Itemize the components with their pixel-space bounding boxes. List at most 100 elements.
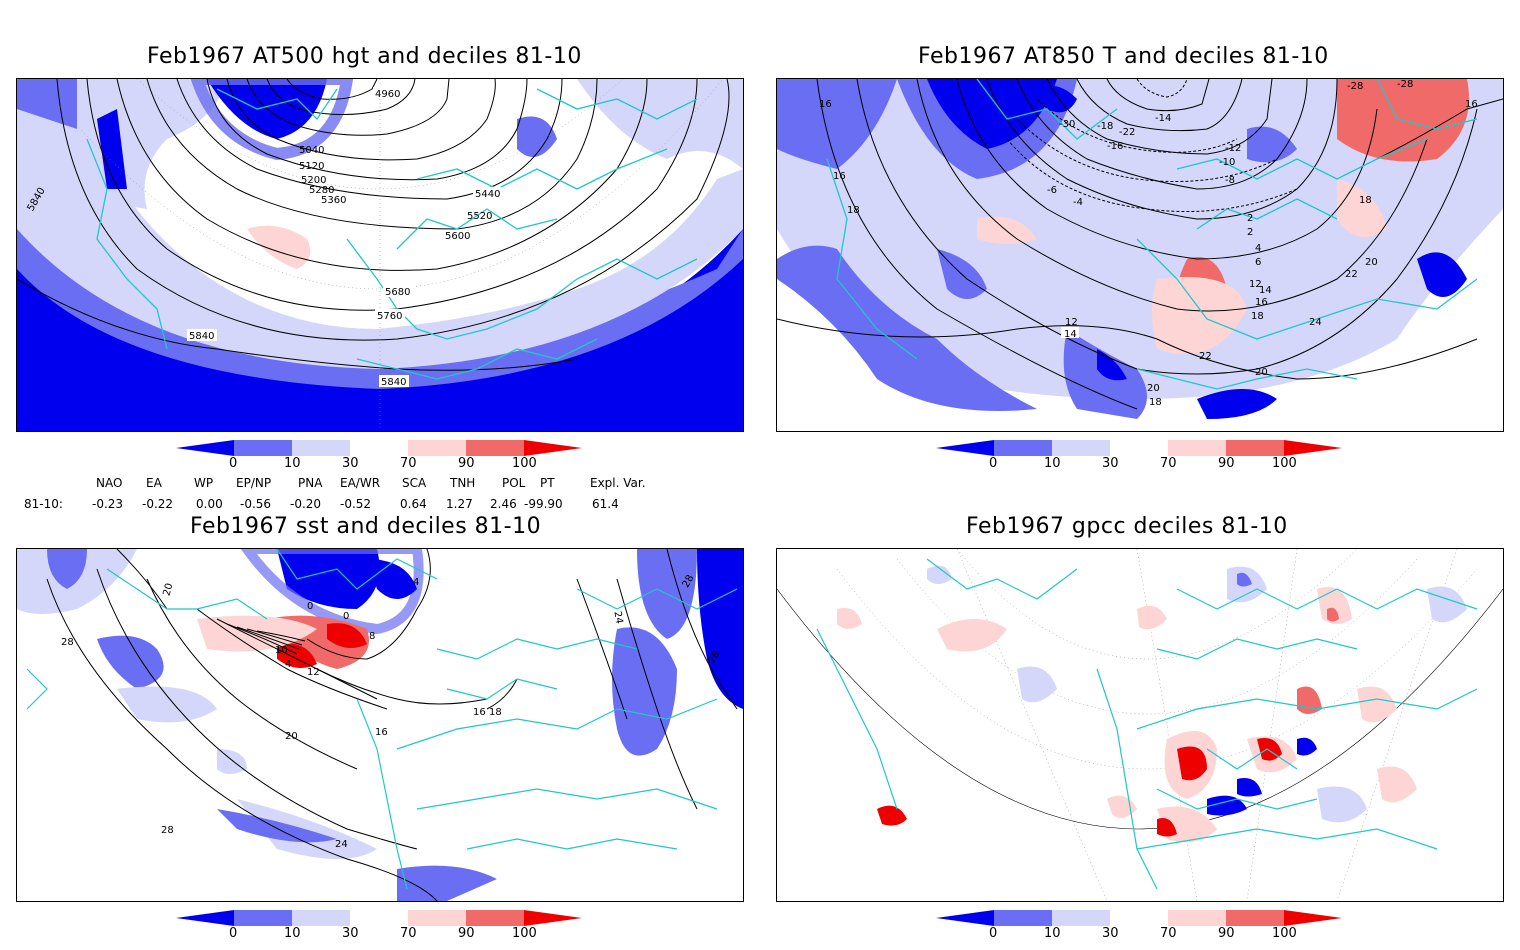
- index-value: 2.46: [490, 497, 517, 511]
- panel-title-hgt: Feb1967 AT500 hgt and deciles 81-10: [147, 44, 582, 69]
- colorbar-tick: 100: [1272, 456, 1297, 471]
- decile-fill: [1017, 666, 1057, 703]
- contour-label: 24: [611, 610, 624, 624]
- colorbar-tick: 0: [229, 456, 238, 471]
- contour-label: 28: [161, 825, 174, 836]
- decile-fill: [1207, 795, 1247, 816]
- decile-fill: [97, 109, 127, 189]
- index-value: -0.20: [290, 497, 322, 511]
- colorbar-segment: [176, 440, 234, 456]
- contour-label: 18: [847, 205, 860, 216]
- decile-fill: [1357, 686, 1397, 723]
- contour-label: 16: [1465, 99, 1478, 110]
- map-panel-t850: -28 -28 -30 -22 -18 -16 -14 -12 -10 -8 -…: [776, 78, 1504, 432]
- index-header: WP: [194, 476, 214, 490]
- decile-fill: [1337, 179, 1387, 237]
- colorbar-segment: [1168, 910, 1226, 926]
- decile-fill: [517, 116, 557, 157]
- contour-label: 22: [1345, 269, 1358, 280]
- colorbar-segment: [936, 910, 994, 926]
- decile-fill: [17, 549, 137, 614]
- contour-label: 12: [1065, 317, 1078, 328]
- contour-label: 5360: [321, 195, 346, 206]
- contour-label: 12: [307, 667, 320, 678]
- colorbar-tick: 30: [1102, 926, 1119, 941]
- contour-label: 5280: [309, 185, 334, 196]
- colorbar-segment: [292, 910, 350, 926]
- panel-title-t850: Feb1967 AT850 T and deciles 81-10: [918, 44, 1329, 69]
- colorbar-tick: 100: [512, 926, 537, 941]
- decile-fill: [17, 89, 743, 369]
- contour-label: 5440: [475, 189, 500, 200]
- contour-label: 5520: [467, 211, 492, 222]
- contour-label: 18: [1359, 195, 1372, 206]
- contour-label: 18: [1251, 311, 1264, 322]
- contour-label: 18: [1149, 397, 1162, 408]
- colorbar-tick: 70: [1160, 926, 1177, 941]
- colorbar-tick: 90: [458, 926, 475, 941]
- colorbar-tick: 0: [229, 926, 238, 941]
- contour-label: -16: [1107, 141, 1123, 152]
- colorbar-segment: [994, 910, 1052, 926]
- index-value: -0.23: [92, 497, 124, 511]
- colorbar-tick: 70: [400, 456, 417, 471]
- index-header: TNH: [450, 476, 476, 490]
- decile-fill: [97, 635, 164, 689]
- decile-fill: [327, 623, 367, 648]
- decile-fill: [1137, 605, 1167, 630]
- contour-label: 2: [1247, 213, 1253, 224]
- colorbar-1: 0 10 30 70 90 100: [176, 440, 596, 480]
- contour-label: 16: [819, 99, 832, 110]
- colorbar-segment: [1284, 910, 1342, 926]
- index-header: Expl. Var.: [590, 476, 646, 490]
- contour-label: 20: [285, 731, 298, 742]
- index-value: -0.56: [240, 497, 272, 511]
- colorbar-segment: [408, 910, 466, 926]
- contour-label: -28: [1397, 79, 1413, 90]
- contour-label: 5840: [381, 377, 406, 388]
- contour-label: 20: [1365, 257, 1378, 268]
- decile-fill: [17, 209, 743, 389]
- decile-fill: [237, 799, 377, 859]
- colorbar-segment: [234, 910, 292, 926]
- contour-label: 4960: [375, 89, 400, 100]
- contour-label: 5600: [445, 231, 470, 242]
- decile-fill: [397, 865, 497, 901]
- colorbar-segment: [1226, 440, 1284, 456]
- colorbar-segment: [234, 440, 292, 456]
- index-value: 1.27: [446, 497, 473, 511]
- decile-fill: [277, 549, 380, 609]
- colorbar-tick: 0: [989, 456, 998, 471]
- contour-label: 14: [1259, 285, 1272, 296]
- decile-fill: [1097, 349, 1127, 381]
- index-header: EP/NP: [236, 476, 272, 490]
- map-panel-sst: 28 20 0 0 8 4 10 4 12 16 16 18 20 24 24 …: [16, 548, 744, 902]
- contour-label: 16: [833, 171, 846, 182]
- decile-fill: [612, 627, 677, 756]
- decile-fill: [927, 79, 1057, 149]
- index-value: 0.00: [196, 497, 223, 511]
- colorbar-segment: [1052, 910, 1110, 926]
- decile-fill: [117, 686, 217, 723]
- decile-fill: [777, 245, 1037, 411]
- contour-label: 0: [307, 601, 313, 612]
- contour-label: -8: [1225, 175, 1235, 186]
- index-row-label: 81-10:: [24, 497, 63, 511]
- colorbar-segment: [350, 440, 408, 456]
- decile-fill: [1197, 389, 1277, 419]
- contour-label: 5200: [301, 175, 326, 186]
- index-value: -0.52: [340, 497, 372, 511]
- contour-label: 16: [473, 707, 486, 718]
- colorbar-tick: 70: [400, 926, 417, 941]
- colorbar-segment: [1110, 440, 1168, 456]
- colorbar-tick: 90: [458, 456, 475, 471]
- colorbar-tick: 0: [989, 926, 998, 941]
- decile-fill: [1037, 85, 1077, 113]
- contour-label: 5040: [299, 145, 324, 156]
- index-value: 61.4: [592, 497, 619, 511]
- contour-label: 5760: [377, 311, 402, 322]
- decile-fill: [927, 565, 952, 584]
- decile-fill: [217, 809, 337, 843]
- contour-label: 0: [343, 611, 349, 622]
- colorbar-tick: 100: [1272, 926, 1297, 941]
